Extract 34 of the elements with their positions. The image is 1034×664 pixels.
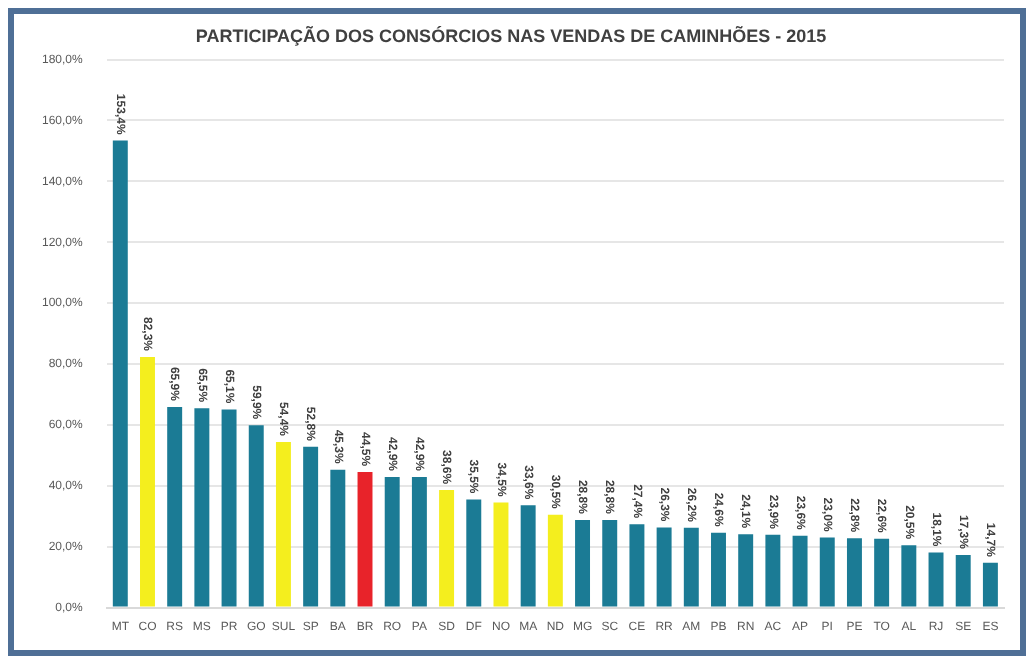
bar [846, 538, 862, 607]
bar [439, 490, 455, 607]
bar [738, 534, 754, 607]
bar [819, 537, 835, 607]
bar [140, 357, 155, 607]
bar [275, 441, 291, 607]
bar [901, 545, 917, 607]
bar [493, 502, 509, 607]
bar [411, 476, 427, 607]
bar [194, 408, 210, 607]
bar [547, 514, 563, 607]
bar [575, 519, 591, 607]
bar [792, 535, 808, 607]
bar [112, 140, 128, 607]
bar [683, 527, 699, 607]
bar [928, 552, 944, 607]
bar [520, 505, 536, 607]
bar [629, 524, 645, 607]
bar [955, 554, 971, 607]
bar [384, 476, 400, 607]
bar [466, 499, 482, 607]
bar [711, 532, 726, 607]
bar [602, 519, 618, 607]
bar [303, 446, 319, 607]
chart-title: PARTICIPAÇÃO DOS CONSÓRCIOS NAS VENDAS DE CAMINHÕES - 2015 [195, 23, 827, 46]
bar [765, 534, 781, 607]
bar [982, 562, 998, 607]
bar [167, 406, 183, 607]
bar [874, 538, 890, 607]
bar [656, 527, 672, 607]
bar [357, 472, 373, 607]
bar [330, 469, 346, 607]
bar [248, 425, 264, 607]
bar [221, 409, 237, 607]
